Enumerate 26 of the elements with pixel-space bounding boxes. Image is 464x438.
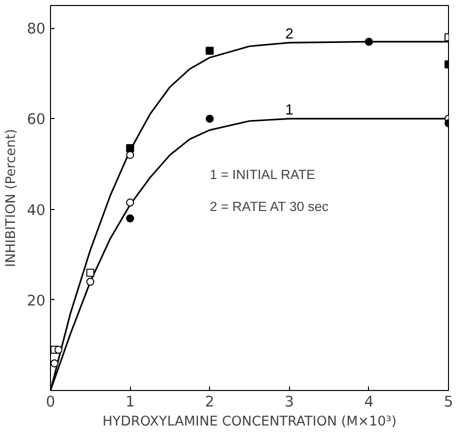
point [86,268,94,277]
y-tick-label: 60 [26,111,46,128]
x-tick-label: 4 [364,394,374,410]
x-tick-label: 0 [46,394,56,410]
x-tick-label: 3 [284,394,294,410]
x-axis-title: HYDROXYLAMINE CONCENTRATION (M×10³) [102,414,397,430]
series-label: 2 [285,26,294,43]
point [364,38,373,46]
x-tick-label: 2 [205,394,214,410]
y-tick-label: 80 [26,20,46,38]
y-tick-label: 40 [26,202,46,219]
y-axis-title: INHIBITION (Percent) [4,128,19,268]
annotation: 1 = INITIAL RATE [210,167,316,182]
point [206,46,214,55]
point [206,114,214,123]
point [54,346,62,354]
series-label: 1 [285,102,294,119]
x-tick-label: 5 [444,394,454,410]
point [50,359,58,368]
x-tick-label: 1 [125,394,135,410]
annotation: 2 = RATE AT 30 sec [210,198,329,214]
point [126,198,134,207]
y-tick-label: 20 [26,292,46,310]
point [86,278,94,286]
point [126,144,134,152]
point [126,214,134,222]
